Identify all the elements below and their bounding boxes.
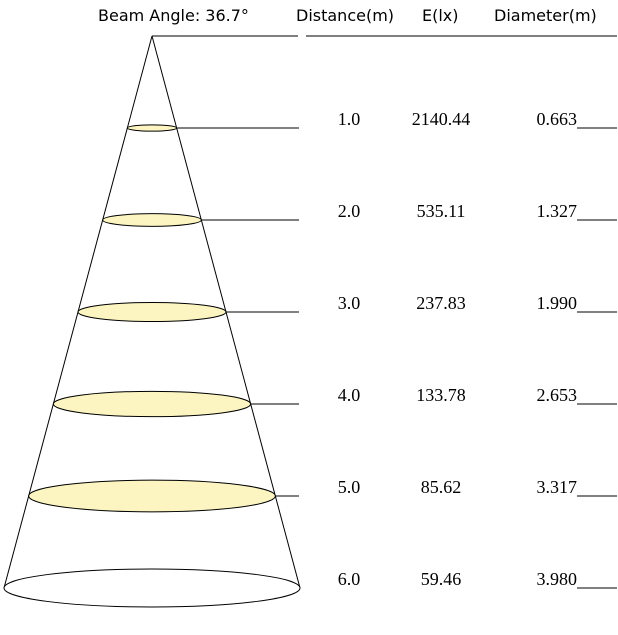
distance-value-6: 6.0 [338, 569, 361, 589]
illuminance-value-2: 535.11 [417, 201, 466, 221]
diameter-value-2: 1.327 [537, 201, 578, 221]
distance-value-1: 1.0 [338, 109, 361, 129]
illuminance-header: E(lx) [422, 6, 459, 25]
beam-spot-5 [28, 479, 276, 513]
distance-header: Distance(m) [296, 6, 394, 25]
illuminance-value-3: 237.83 [416, 293, 466, 313]
diameter-value-4: 2.653 [537, 385, 578, 405]
diameter-value-5: 3.317 [537, 477, 578, 497]
illuminance-value-1: 2140.44 [412, 109, 471, 129]
beam-spot-2 [102, 213, 202, 227]
beam-spot-6 [3, 568, 301, 608]
distance-value-3: 3.0 [338, 293, 361, 313]
diameter-value-6: 3.980 [537, 569, 578, 589]
beam-spot-3 [77, 302, 227, 322]
beam-angle-label: Beam Angle: 36.7° [98, 6, 249, 25]
illuminance-value-4: 133.78 [416, 385, 466, 405]
distance-value-4: 4.0 [338, 385, 361, 405]
diameter-header: Diameter(m) [494, 6, 597, 25]
illuminance-value-5: 85.62 [421, 477, 462, 497]
beam-spot-4 [52, 390, 252, 418]
diameter-value-1: 0.663 [537, 109, 578, 129]
beam-spot-1 [126, 124, 178, 132]
illuminance-value-6: 59.46 [421, 569, 462, 589]
rows-layer: 1.0 2140.44 0.663 2.0 535.11 1.327 3.0 237.83 1.… [3, 109, 617, 608]
diameter-value-3: 1.990 [537, 293, 578, 313]
distance-value-2: 2.0 [338, 201, 361, 221]
distance-value-5: 5.0 [338, 477, 361, 497]
